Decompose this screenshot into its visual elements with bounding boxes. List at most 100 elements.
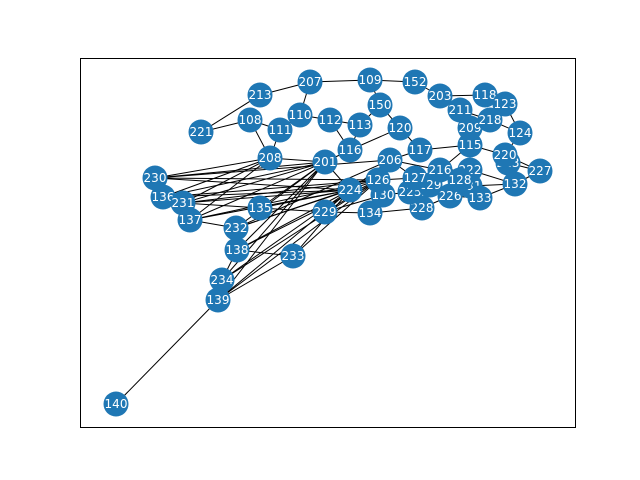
edge-135-201 [259,161,326,209]
node-224: 224 [337,177,363,203]
node-circle [287,102,313,128]
node-circle [317,107,343,133]
node-circle [357,200,383,226]
node-208: 208 [257,145,283,171]
node-138: 138 [224,237,250,263]
node-label: 132 [504,177,527,191]
node-216: 216 [427,157,453,183]
node-circle [467,185,493,211]
node-circle [312,149,338,175]
node-135: 135 [247,195,273,221]
node-label: 116 [339,143,362,157]
node-139: 139 [205,287,231,313]
node-220: 220 [492,142,518,168]
edge-138-201 [236,161,326,251]
node-213: 213 [247,82,273,108]
edge-136-201 [162,161,326,198]
node-label: 128 [449,173,472,187]
node-circle [365,167,391,193]
node-111: 111 [267,117,293,143]
node-circle [280,243,306,269]
node-203: 203 [427,83,453,109]
node-circle [427,157,453,183]
node-circle [402,165,428,191]
edge-138-224 [236,189,351,251]
node-circle [502,171,528,197]
edge-230-224 [154,177,351,191]
node-circle [402,69,428,95]
node-221: 221 [188,119,214,145]
node-circle [209,267,235,293]
node-label: 124 [509,126,532,140]
edge-137-208 [189,157,271,221]
node-218: 218 [477,107,503,133]
node-circle [492,142,518,168]
node-circle [177,207,203,233]
node-label: 123 [494,97,517,111]
node-label: 213 [249,88,272,102]
node-circle [367,92,393,118]
node-label: 118 [474,88,497,102]
node-label: 218 [479,113,502,127]
node-233: 233 [280,243,306,269]
edge-139-140 [115,299,219,405]
node-label: 152 [404,75,427,89]
node-113: 113 [347,112,373,138]
node-201: 201 [312,149,338,175]
node-109: 109 [357,67,383,93]
node-circle [407,137,433,163]
node-label: 133 [469,191,492,205]
node-label: 112 [319,113,342,127]
node-label: 220 [494,148,517,162]
node-label: 138 [226,243,249,257]
edge-233-139 [217,255,294,301]
node-label: 201 [314,155,337,169]
node-circle [267,117,293,143]
node-label: 234 [211,273,234,287]
nodes-layer: 2212132071091522031181231241152232202271… [103,67,553,417]
node-circle [347,112,373,138]
node-label: 227 [529,164,552,178]
node-circle [257,145,283,171]
node-227: 227 [527,158,553,184]
node-label: 117 [409,143,432,157]
node-label: 207 [299,75,322,89]
node-211: 211 [447,97,473,123]
node-circle [150,184,176,210]
node-label: 113 [349,118,372,132]
edge-137-201 [189,161,326,221]
node-128: 128 [447,167,473,193]
node-label: 126 [367,173,390,187]
node-label: 110 [289,108,312,122]
node-232: 232 [223,215,249,241]
node-label: 111 [269,123,292,137]
node-label: 231 [172,196,195,210]
node-112: 112 [317,107,343,133]
node-132: 132 [502,171,528,197]
node-circle [223,215,249,241]
node-circle [297,69,323,95]
node-circle [492,91,518,117]
node-126: 126 [365,167,391,193]
node-152: 152 [402,69,428,95]
node-circle [205,287,231,313]
edge-231-201 [182,161,326,204]
node-circle [472,82,498,108]
edge-231-135 [182,202,261,209]
node-110: 110 [287,102,313,128]
node-circle [247,82,273,108]
edge-230-208 [154,157,271,179]
node-234: 234 [209,267,235,293]
node-circle [103,391,129,417]
node-133: 133 [467,185,493,211]
node-label: 108 [239,113,262,127]
node-label: 209 [459,121,482,135]
node-label: 216 [429,163,452,177]
node-circle [507,120,533,146]
node-140: 140 [103,391,129,417]
node-124: 124 [507,120,533,146]
node-label: 115 [459,138,482,152]
node-label: 221 [190,125,213,139]
node-label: 136 [152,190,175,204]
node-label: 228 [411,201,434,215]
